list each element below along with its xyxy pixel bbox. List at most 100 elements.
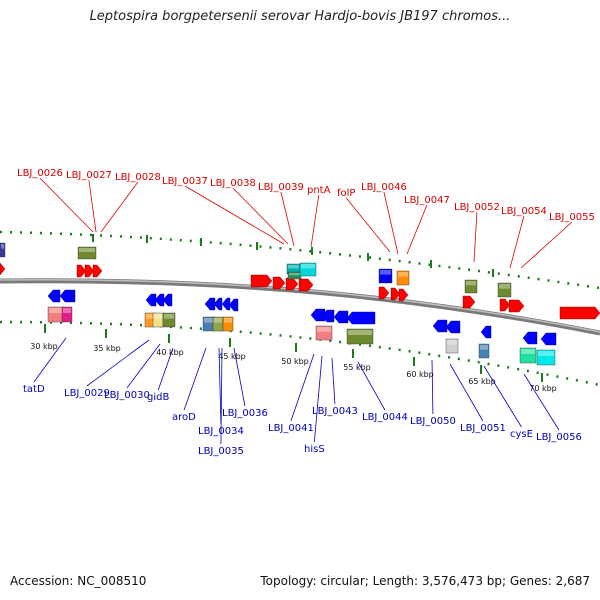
gene-label-top[interactable]: LBJ_0054 xyxy=(501,206,547,217)
forward-gene-arrow[interactable] xyxy=(390,287,401,301)
forward-gene-arrow[interactable] xyxy=(298,278,314,292)
reverse-gene-arrow[interactable] xyxy=(540,332,557,346)
gene-label-bottom[interactable]: LBJ_0051 xyxy=(460,423,506,434)
label-leader-line xyxy=(520,221,573,269)
domain-box-shine xyxy=(146,314,154,319)
gene-label-top[interactable]: LBJ_0038 xyxy=(210,178,256,189)
domain-box[interactable] xyxy=(162,312,176,328)
domain-box-shine xyxy=(521,349,535,354)
forward-gene-arrow[interactable] xyxy=(398,288,409,302)
forward-gene-arrow[interactable] xyxy=(272,276,286,290)
domain-box-shine xyxy=(480,345,488,350)
gene-label-bottom[interactable]: LBJ_0030 xyxy=(104,390,150,401)
domain-box-shine xyxy=(79,248,95,252)
reverse-gene-arrow[interactable] xyxy=(213,297,223,311)
gene-label-top[interactable]: LBJ_0026 xyxy=(17,168,63,179)
gene-label-bottom[interactable]: LBJ_0029 xyxy=(64,388,110,399)
label-leader-line xyxy=(184,185,285,245)
domain-box[interactable] xyxy=(346,328,374,345)
domain-box[interactable] xyxy=(445,338,459,354)
gene-label-bottom[interactable]: cysE xyxy=(510,429,533,440)
domain-box[interactable] xyxy=(519,347,537,364)
gene-label-bottom[interactable]: tatD xyxy=(23,384,45,395)
gene-label-bottom[interactable]: LBJ_0036 xyxy=(222,408,268,419)
gene-label-top[interactable]: LBJ_0039 xyxy=(258,182,304,193)
gene-label-top[interactable]: LBJ_0037 xyxy=(162,176,208,187)
gene-label-top[interactable]: LBJ_0047 xyxy=(404,195,450,206)
label-leader-line xyxy=(473,211,478,263)
label-leader-line xyxy=(509,215,525,269)
forward-gene-arrow[interactable] xyxy=(92,264,103,278)
reverse-gene-arrow[interactable] xyxy=(145,293,157,307)
label-leader-line xyxy=(126,343,161,389)
gene-label-top[interactable]: LBJ_0046 xyxy=(361,182,407,193)
forward-gene-arrow[interactable] xyxy=(559,306,600,320)
reverse-gene-arrow[interactable] xyxy=(204,297,216,311)
label-leader-line xyxy=(157,347,174,391)
domain-box[interactable] xyxy=(61,306,73,323)
gene-label-top[interactable]: folP xyxy=(337,188,355,199)
domain-box-shine xyxy=(499,284,510,289)
gene-label-top[interactable]: LBJ_0027 xyxy=(66,170,112,181)
scale-tick-label: 55 kbp xyxy=(343,363,371,372)
gene-label-bottom[interactable]: gidB xyxy=(147,392,169,403)
forward-gene-arrow[interactable] xyxy=(76,264,87,278)
domain-box-shine xyxy=(1,244,4,249)
forward-gene-arrow[interactable] xyxy=(84,264,95,278)
gene-label-bottom[interactable]: LBJ_0041 xyxy=(268,423,314,434)
forward-gene-arrow[interactable] xyxy=(0,262,6,276)
domain-box[interactable] xyxy=(464,279,478,294)
forward-gene-arrow[interactable] xyxy=(462,295,476,309)
reverse-gene-arrow[interactable] xyxy=(64,289,76,303)
domain-box[interactable] xyxy=(378,268,393,284)
domain-box[interactable] xyxy=(77,246,97,260)
reverse-gene-arrow[interactable] xyxy=(522,331,538,345)
label-leader-line xyxy=(383,191,399,255)
domain-box[interactable] xyxy=(536,349,556,366)
gene-label-top[interactable]: LBJ_0028 xyxy=(115,172,161,183)
gene-label-bottom[interactable]: LBJ_0035 xyxy=(198,446,244,457)
reverse-gene-arrow[interactable] xyxy=(333,310,349,324)
gene-label-top[interactable]: pntA xyxy=(307,185,331,196)
forward-gene-arrow[interactable] xyxy=(378,286,390,300)
domain-box[interactable] xyxy=(478,343,490,359)
gene-label-bottom[interactable]: aroD xyxy=(172,412,196,423)
label-leader-line xyxy=(33,337,67,383)
reverse-gene-arrow[interactable] xyxy=(480,325,492,339)
domain-box[interactable] xyxy=(497,282,512,298)
forward-gene-arrow[interactable] xyxy=(499,298,511,312)
domain-box[interactable] xyxy=(315,325,333,341)
scale-tick-label: 60 kbp xyxy=(406,370,434,379)
forward-gene-arrow[interactable] xyxy=(508,299,525,313)
reverse-gene-arrow[interactable] xyxy=(321,309,335,323)
gene-label-bottom[interactable]: LBJ_0050 xyxy=(410,416,456,427)
reverse-gene-arrow[interactable] xyxy=(162,293,173,307)
gene-label-bottom[interactable]: LBJ_0043 xyxy=(312,406,358,417)
reverse-gene-arrow[interactable] xyxy=(346,311,376,325)
reverse-gene-arrow[interactable] xyxy=(228,298,239,312)
reverse-track-dots xyxy=(0,320,600,387)
reverse-gene-arrow[interactable] xyxy=(221,297,231,311)
reverse-gene-arrow[interactable] xyxy=(154,293,165,307)
genome-summary-text: Topology: circular; Length: 3,576,473 bp… xyxy=(260,574,590,588)
label-leader-line xyxy=(39,177,94,233)
gene-label-bottom[interactable]: LBJ_0034 xyxy=(198,426,244,437)
gene-label-top[interactable]: LBJ_0055 xyxy=(549,212,595,223)
label-leader-line xyxy=(483,365,522,428)
gene-label-bottom[interactable]: hisS xyxy=(304,444,325,455)
domain-box[interactable] xyxy=(396,270,410,286)
domain-box[interactable] xyxy=(222,316,234,332)
domain-box[interactable] xyxy=(0,242,6,258)
label-leader-line xyxy=(183,347,207,411)
gene-label-bottom[interactable]: LBJ_0044 xyxy=(362,412,408,423)
accession-text: Accession: NC_008510 xyxy=(10,574,147,588)
reverse-gene-arrow[interactable] xyxy=(445,320,461,334)
label-leader-line xyxy=(345,197,391,253)
gene-label-top[interactable]: LBJ_0052 xyxy=(454,202,500,213)
forward-gene-arrow[interactable] xyxy=(250,274,273,288)
reverse-gene-arrow[interactable] xyxy=(432,319,448,333)
reverse-gene-arrow[interactable] xyxy=(47,289,61,303)
gene-label-bottom[interactable]: LBJ_0056 xyxy=(536,432,582,443)
domain-box[interactable] xyxy=(299,262,317,277)
